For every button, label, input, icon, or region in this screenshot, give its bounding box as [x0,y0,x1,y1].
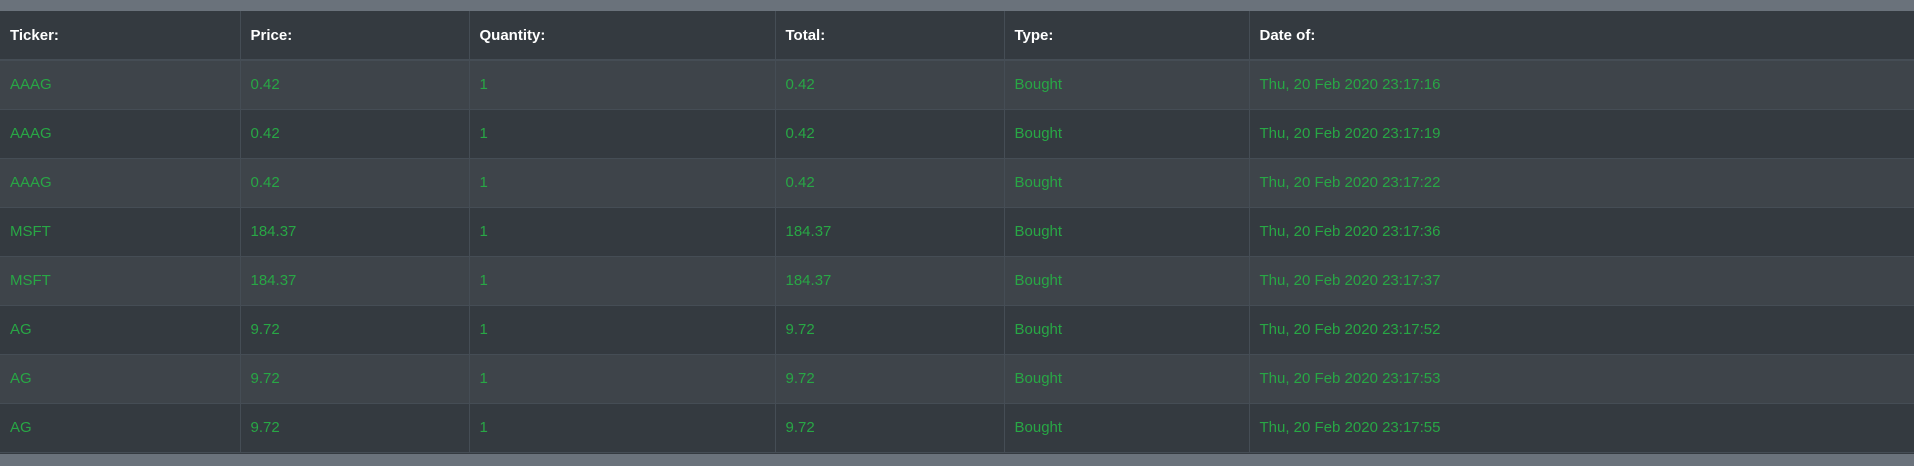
table-header: Ticker: Price: Quantity: Total: Type: Da… [0,11,1914,61]
cell-date: Thu, 20 Feb 2020 23:17:53 [1249,354,1914,404]
cell-type: Bought [1004,354,1250,404]
table-row: AG 9.72 1 9.72 Bought Thu, 20 Feb 2020 23:17:… [0,354,1914,404]
table-row: AAAG 0.42 1 0.42 Bought Thu, 20 Feb 2020 23:1… [0,158,1914,208]
cell-price: 9.72 [240,305,470,355]
header-quantity: Quantity: [469,11,776,61]
cell-quantity: 1 [469,109,776,159]
cell-ticker: AG [0,305,241,355]
cell-ticker: AAAG [0,109,241,159]
cell-date: Thu, 20 Feb 2020 23:17:36 [1249,207,1914,257]
cell-quantity: 1 [469,403,776,453]
cell-total: 0.42 [775,158,1005,208]
cell-total: 0.42 [775,109,1005,159]
cell-type: Bought [1004,158,1250,208]
header-row: Ticker: Price: Quantity: Total: Type: Da… [0,11,1914,61]
cell-quantity: 1 [469,256,776,306]
cell-ticker: AAAG [0,158,241,208]
cell-date: Thu, 20 Feb 2020 23:17:19 [1249,109,1914,159]
cell-total: 9.72 [775,403,1005,453]
table-row: AAAG 0.42 1 0.42 Bought Thu, 20 Feb 2020 23:1… [0,109,1914,159]
cell-price: 0.42 [240,158,470,208]
cell-ticker: AG [0,403,241,453]
cell-quantity: 1 [469,60,776,110]
cell-price: 9.72 [240,403,470,453]
cell-total: 9.72 [775,305,1005,355]
cell-ticker: AG [0,354,241,404]
table-row: MSFT 184.37 1 184.37 Bought Thu, 20 Feb 2020 … [0,256,1914,306]
cell-total: 0.42 [775,60,1005,110]
table-row: MSFT 184.37 1 184.37 Bought Thu, 20 Feb 2020 … [0,207,1914,257]
cell-quantity: 1 [469,207,776,257]
table-row: AG 9.72 1 9.72 Bought Thu, 20 Feb 2020 23:17:… [0,305,1914,355]
cell-type: Bought [1004,403,1250,453]
cell-type: Bought [1004,60,1250,110]
cell-type: Bought [1004,109,1250,159]
cell-total: 184.37 [775,256,1005,306]
cell-total: 184.37 [775,207,1005,257]
cell-quantity: 1 [469,305,776,355]
table-body: AAAG 0.42 1 0.42 Bought Thu, 20 Feb 2020 23:1… [0,60,1914,453]
table-row: AAAG 0.42 1 0.42 Bought Thu, 20 Feb 2020 23:1… [0,60,1914,110]
cell-date: Thu, 20 Feb 2020 23:17:22 [1249,158,1914,208]
cell-ticker: MSFT [0,207,241,257]
cell-ticker: AAAG [0,60,241,110]
cell-date: Thu, 20 Feb 2020 23:17:52 [1249,305,1914,355]
header-type: Type: [1004,11,1250,61]
cell-price: 0.42 [240,109,470,159]
header-ticker: Ticker: [0,11,241,61]
cell-type: Bought [1004,207,1250,257]
cell-price: 184.37 [240,256,470,306]
cell-date: Thu, 20 Feb 2020 23:17:16 [1249,60,1914,110]
cell-date: Thu, 20 Feb 2020 23:17:55 [1249,403,1914,453]
cell-ticker: MSFT [0,256,241,306]
transaction-history-table-container: Ticker: Price: Quantity: Total: Type: Da… [0,11,1914,454]
cell-type: Bought [1004,256,1250,306]
header-price: Price: [240,11,470,61]
cell-total: 9.72 [775,354,1005,404]
cell-quantity: 1 [469,354,776,404]
cell-price: 184.37 [240,207,470,257]
cell-price: 9.72 [240,354,470,404]
cell-date: Thu, 20 Feb 2020 23:17:37 [1249,256,1914,306]
cell-quantity: 1 [469,158,776,208]
transaction-history-table: Ticker: Price: Quantity: Total: Type: Da… [0,11,1914,453]
header-date: Date of: [1249,11,1914,61]
cell-price: 0.42 [240,60,470,110]
header-total: Total: [775,11,1005,61]
cell-type: Bought [1004,305,1250,355]
table-row: AG 9.72 1 9.72 Bought Thu, 20 Feb 2020 23:17:… [0,403,1914,453]
